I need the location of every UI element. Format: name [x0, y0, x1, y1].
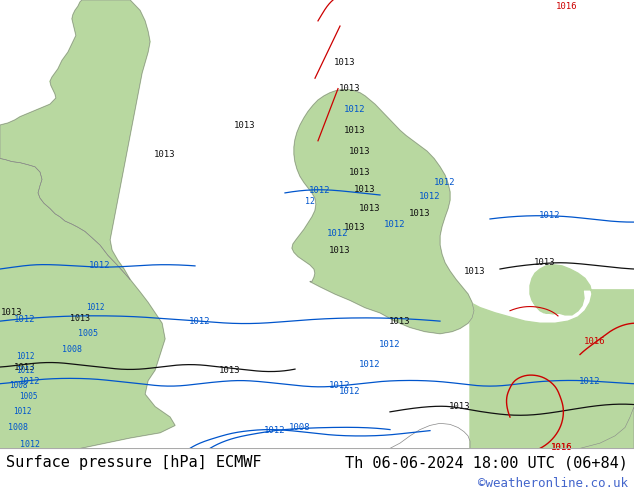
Polygon shape [0, 0, 150, 279]
Text: 1013: 1013 [344, 126, 366, 135]
Text: 1012: 1012 [309, 186, 331, 196]
Text: 1012: 1012 [20, 440, 40, 449]
Text: 1012: 1012 [13, 407, 31, 416]
Polygon shape [580, 407, 634, 448]
Text: 1012: 1012 [89, 261, 111, 270]
Text: 1013: 1013 [354, 185, 376, 194]
Text: 1012: 1012 [339, 387, 361, 395]
Text: 1013: 1013 [464, 267, 486, 275]
Text: 1016: 1016 [556, 2, 578, 11]
Text: 1013: 1013 [14, 363, 36, 371]
Text: 1013: 1013 [349, 168, 371, 176]
Text: 1013: 1013 [234, 121, 256, 130]
Text: 1013: 1013 [344, 223, 366, 232]
Text: 1012: 1012 [264, 426, 286, 435]
Text: 1008: 1008 [8, 423, 28, 432]
Text: Th 06-06-2024 18:00 UTC (06+84): Th 06-06-2024 18:00 UTC (06+84) [345, 455, 628, 470]
Text: 1013: 1013 [534, 258, 556, 267]
Text: 1005: 1005 [19, 392, 37, 401]
Text: 1013: 1013 [349, 147, 371, 156]
Text: 1013: 1013 [450, 402, 471, 411]
Text: 1013: 1013 [339, 84, 361, 93]
Text: 1008: 1008 [9, 381, 27, 391]
Text: 1016: 1016 [551, 443, 573, 452]
Text: 1012: 1012 [329, 381, 351, 391]
Text: 1012: 1012 [540, 211, 560, 220]
Polygon shape [0, 158, 175, 448]
Text: 1013: 1013 [334, 58, 356, 67]
Text: 1016: 1016 [551, 443, 573, 452]
Text: 1012: 1012 [384, 220, 406, 229]
Text: 1012: 1012 [16, 352, 34, 361]
Text: 1013: 1013 [1, 308, 23, 318]
Text: 1012: 1012 [19, 377, 41, 386]
Polygon shape [470, 265, 634, 448]
Text: 1012: 1012 [434, 178, 456, 187]
Text: 1013: 1013 [70, 314, 90, 322]
Text: 1013: 1013 [329, 246, 351, 255]
Text: 12: 12 [305, 197, 315, 206]
Text: 1012: 1012 [86, 303, 104, 312]
Text: 1012: 1012 [14, 315, 36, 323]
Text: Surface pressure [hPa] ECMWF: Surface pressure [hPa] ECMWF [6, 455, 262, 470]
Text: 1012: 1012 [327, 229, 349, 238]
Text: 1012: 1012 [344, 105, 366, 114]
Text: 1013: 1013 [359, 204, 381, 213]
Text: 1012: 1012 [419, 192, 441, 200]
Text: 1016: 1016 [585, 338, 605, 346]
Text: 1013: 1013 [389, 317, 411, 326]
Text: 1012: 1012 [16, 366, 34, 375]
Text: 1013: 1013 [410, 209, 430, 218]
Text: 1005: 1005 [78, 329, 98, 338]
Text: 1012: 1012 [579, 377, 601, 386]
Text: 1008: 1008 [62, 345, 82, 354]
Text: 1012: 1012 [359, 361, 381, 369]
Polygon shape [292, 90, 474, 334]
Text: ©weatheronline.co.uk: ©weatheronline.co.uk [477, 477, 628, 490]
Text: 1013: 1013 [219, 366, 241, 375]
Text: 1013: 1013 [154, 150, 176, 159]
Text: 1012: 1012 [379, 340, 401, 348]
Text: 1012: 1012 [190, 317, 210, 326]
Text: 1008: 1008 [289, 423, 311, 432]
